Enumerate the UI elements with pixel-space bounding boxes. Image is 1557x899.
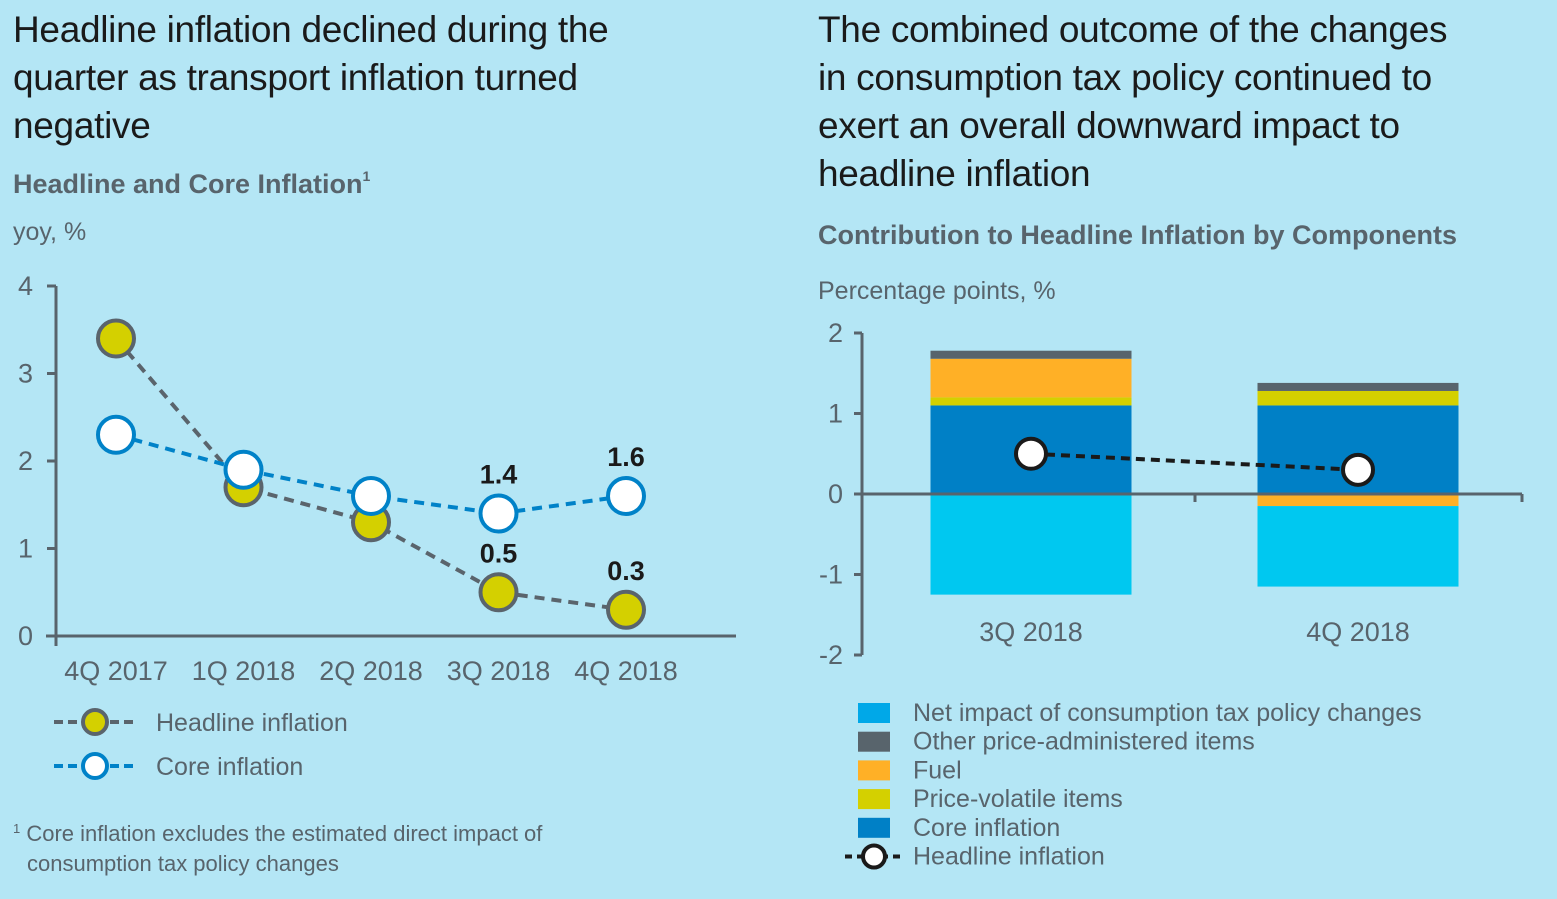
x-tick-label: 1Q 2018 [192,656,296,686]
legend-swatch [858,817,890,838]
left-chart-title-text: Headline and Core Inflation [13,169,363,199]
bar-segment [930,494,1132,595]
footnote-mark: 1 [13,821,21,836]
left-footnote: 1 Core inflation excludes the estimated … [13,814,542,879]
left-headline-line: negative [13,105,151,146]
legend-swatch [858,789,890,810]
x-tick-label: 3Q 2018 [447,656,551,686]
legend-swatch [858,731,890,752]
y-tick-label: -1 [819,560,843,590]
headline-point [478,572,519,613]
headline-point [1341,452,1375,487]
left-chart-title: Headline and Core Inflation1 [13,168,370,200]
left-unit-label: yoy, % [13,218,87,246]
right-headline-line: headline inflation [818,153,1091,194]
core-data-label: 1.6 [607,442,645,472]
headline-data-label: 0.3 [607,556,645,586]
y-tick-label: 0 [828,479,843,509]
y-tick-label: 1 [828,399,843,429]
legend-label: Headline inflation [913,843,1105,871]
left-headline-line: quarter as transport inflation turned [13,57,578,98]
bar-segment [1257,494,1459,507]
legend-marker-headline [861,843,887,870]
x-tick-label: 2Q 2018 [319,656,423,686]
y-tick-label: 1 [18,534,33,564]
y-tick-label: 4 [18,271,33,301]
y-tick-label: 0 [18,621,33,651]
y-tick-label: 2 [18,446,33,476]
y-tick-label: -2 [819,640,843,670]
legend-label: Core inflation [156,753,303,781]
right-headline-line: The combined outcome of the changes [818,9,1448,50]
left-headline-line: Headline inflation declined during the [13,9,609,50]
core-point [96,414,136,455]
bar-segment [1257,506,1459,587]
headline-point [1014,436,1048,471]
footnote-line: consumption tax policy changes [27,851,339,876]
core-point [351,476,391,516]
footnote-mark: 1 [362,168,371,184]
legend-swatch [858,760,890,781]
core-point [478,493,519,534]
x-tick-label: 4Q 2017 [64,656,168,686]
core-data-label: 1.4 [480,460,518,490]
left-headline: Headline inflation declined during the q… [13,6,609,150]
headline-point [606,589,646,630]
bar-segment [930,397,1132,406]
right-headline-line: exert an overall downward impact to [818,105,1400,146]
core-point [223,449,264,490]
legend-label: Fuel [913,756,962,784]
legend-marker-core [81,752,109,780]
right-headline: The combined outcome of the changes in c… [818,6,1447,198]
legend-label: Price-volatile items [913,785,1123,813]
headline-line [1030,451,1359,472]
legend-label: Core inflation [913,814,1060,842]
bar-segment [1257,382,1459,391]
footnote-line: Core inflation excludes the estimated di… [26,821,543,846]
right-headline-line: in consumption tax policy continued to [818,57,1432,98]
right-unit-label: Percentage points, % [818,277,1056,305]
x-tick-label: 4Q 2018 [1306,617,1410,647]
legend-swatch [858,703,890,723]
x-tick-label: 3Q 2018 [979,617,1083,647]
headline-data-label: 0.5 [480,538,518,568]
headline-point [96,318,136,359]
y-tick-label: 2 [828,318,843,348]
bar-segment [930,358,1132,398]
right-chart-title: Contribution to Headline Inflation by Co… [818,220,1457,250]
y-tick-label: 3 [18,359,33,389]
legend-label: Other price-administered items [913,728,1255,756]
bar-segment [1257,390,1459,406]
legend-label: Net impact of consumption tax policy cha… [913,699,1422,727]
x-tick-label: 4Q 2018 [574,656,678,686]
line-chart: 0 1 2 3 4 4Q 2017 1Q 2018 2Q 2018 3Q 2018 4Q 2018… [18,271,736,781]
bar-segment [930,350,1132,359]
legend-label: Headline inflation [156,709,348,737]
legend-marker-headline [81,708,109,736]
core-point [606,476,646,516]
